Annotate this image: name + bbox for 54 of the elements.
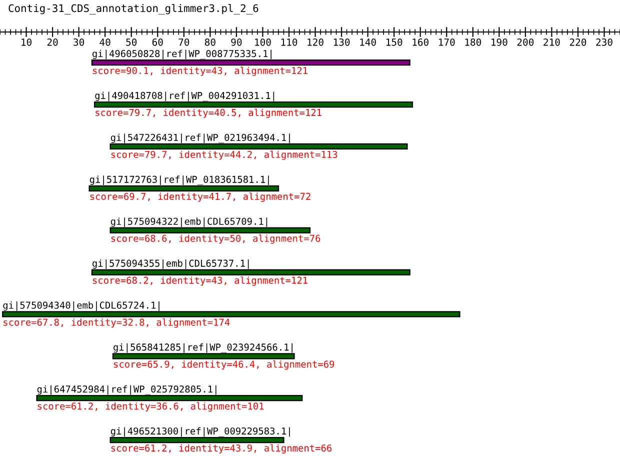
data-label: score=67.8, identity=32.8, alignment=174	[4, 318, 230, 328]
x-tick-label: 60	[152, 38, 163, 46]
y-tick-label: gi|575094355|emb|CDL65737.1|	[92, 259, 249, 269]
x-tick-label: 180	[465, 38, 482, 46]
data-label: score=61.2, identity=36.6, alignment=101	[38, 402, 264, 412]
bar	[110, 227, 311, 234]
y-tick-label: gi|575094322|emb|CDL65709.1|	[110, 218, 268, 227]
x-tick-label: 130	[334, 38, 350, 46]
data-label: score=68.6, identity=50, alignment=76	[111, 234, 320, 244]
data-label: score=68.2, identity=43, alignment=121	[92, 276, 308, 286]
x-tick-label: 160	[412, 38, 428, 46]
data-label: score=90.1, identity=43, alignment=121	[92, 66, 308, 76]
x-tick-label: 30	[74, 38, 84, 46]
data-label: score=79.7, identity=44.2, alignment=113	[111, 150, 338, 160]
x-tick-label: 230	[596, 38, 612, 46]
x-tick-label: 100	[255, 38, 271, 46]
bar	[91, 269, 410, 276]
x-tick-label: 220	[570, 38, 586, 46]
bar	[94, 101, 414, 108]
bar	[110, 436, 284, 444]
y-tick-label: gi|547226431|ref|WP_021963494.1|	[110, 134, 290, 144]
x-tick-label: 140	[360, 38, 376, 46]
x-tick-label: 110	[281, 38, 298, 46]
y-tick-label: gi|496521300|ref|WP_009229583.1|	[110, 427, 290, 437]
x-tick-label: 20	[47, 38, 58, 46]
x-tick-label: 190	[492, 38, 508, 46]
data-label: score=79.7, identity=40.5, alignment=121	[96, 108, 322, 118]
x-tick-label: 10	[22, 38, 32, 46]
data-label: score=61.2, identity=43.9, alignment=66	[111, 444, 332, 454]
y-tick-label: gi|565841285|ref|WP_023924566.1|	[114, 343, 292, 353]
x-tick-label: 120	[308, 38, 324, 46]
bar	[36, 395, 303, 402]
x-tick-label: 40	[100, 38, 110, 46]
x-tick-label: 80	[204, 38, 216, 46]
x-tick-label: 210	[544, 38, 560, 46]
x-tick-label: 170	[439, 38, 455, 46]
bar	[112, 353, 295, 360]
y-tick-label: gi|490418708|ref|WP_004291031.1|	[95, 92, 274, 102]
bar	[2, 311, 460, 318]
bar	[91, 60, 410, 66]
data-label: score=65.9, identity=46.4, alignment=69	[114, 360, 334, 370]
data-label: score=69.7, identity=41.7, alignment=72	[90, 192, 310, 202]
x-tick-label: 70	[178, 38, 190, 46]
bar	[110, 143, 408, 150]
y-tick-label: gi|517172763|ref|WP_018361581.1|	[90, 176, 269, 186]
chart-title: Contig-31_CDS_annotation_glimmer3.pl_2_6	[8, 4, 258, 14]
x-tick-label: 150	[386, 38, 402, 46]
x-tick-label: 200	[517, 38, 534, 46]
bar	[88, 185, 280, 192]
x-tick-label: 90	[231, 38, 242, 46]
y-tick-label: gi|496050828|ref|WP_008775335.1|	[92, 50, 272, 60]
y-tick-label: gi|647452984|ref|WP_025792805.1|	[37, 385, 216, 395]
y-tick-label: gi|575094340|emb|CDL65724.1|	[3, 301, 160, 311]
x-tick-label: 50	[126, 38, 137, 46]
